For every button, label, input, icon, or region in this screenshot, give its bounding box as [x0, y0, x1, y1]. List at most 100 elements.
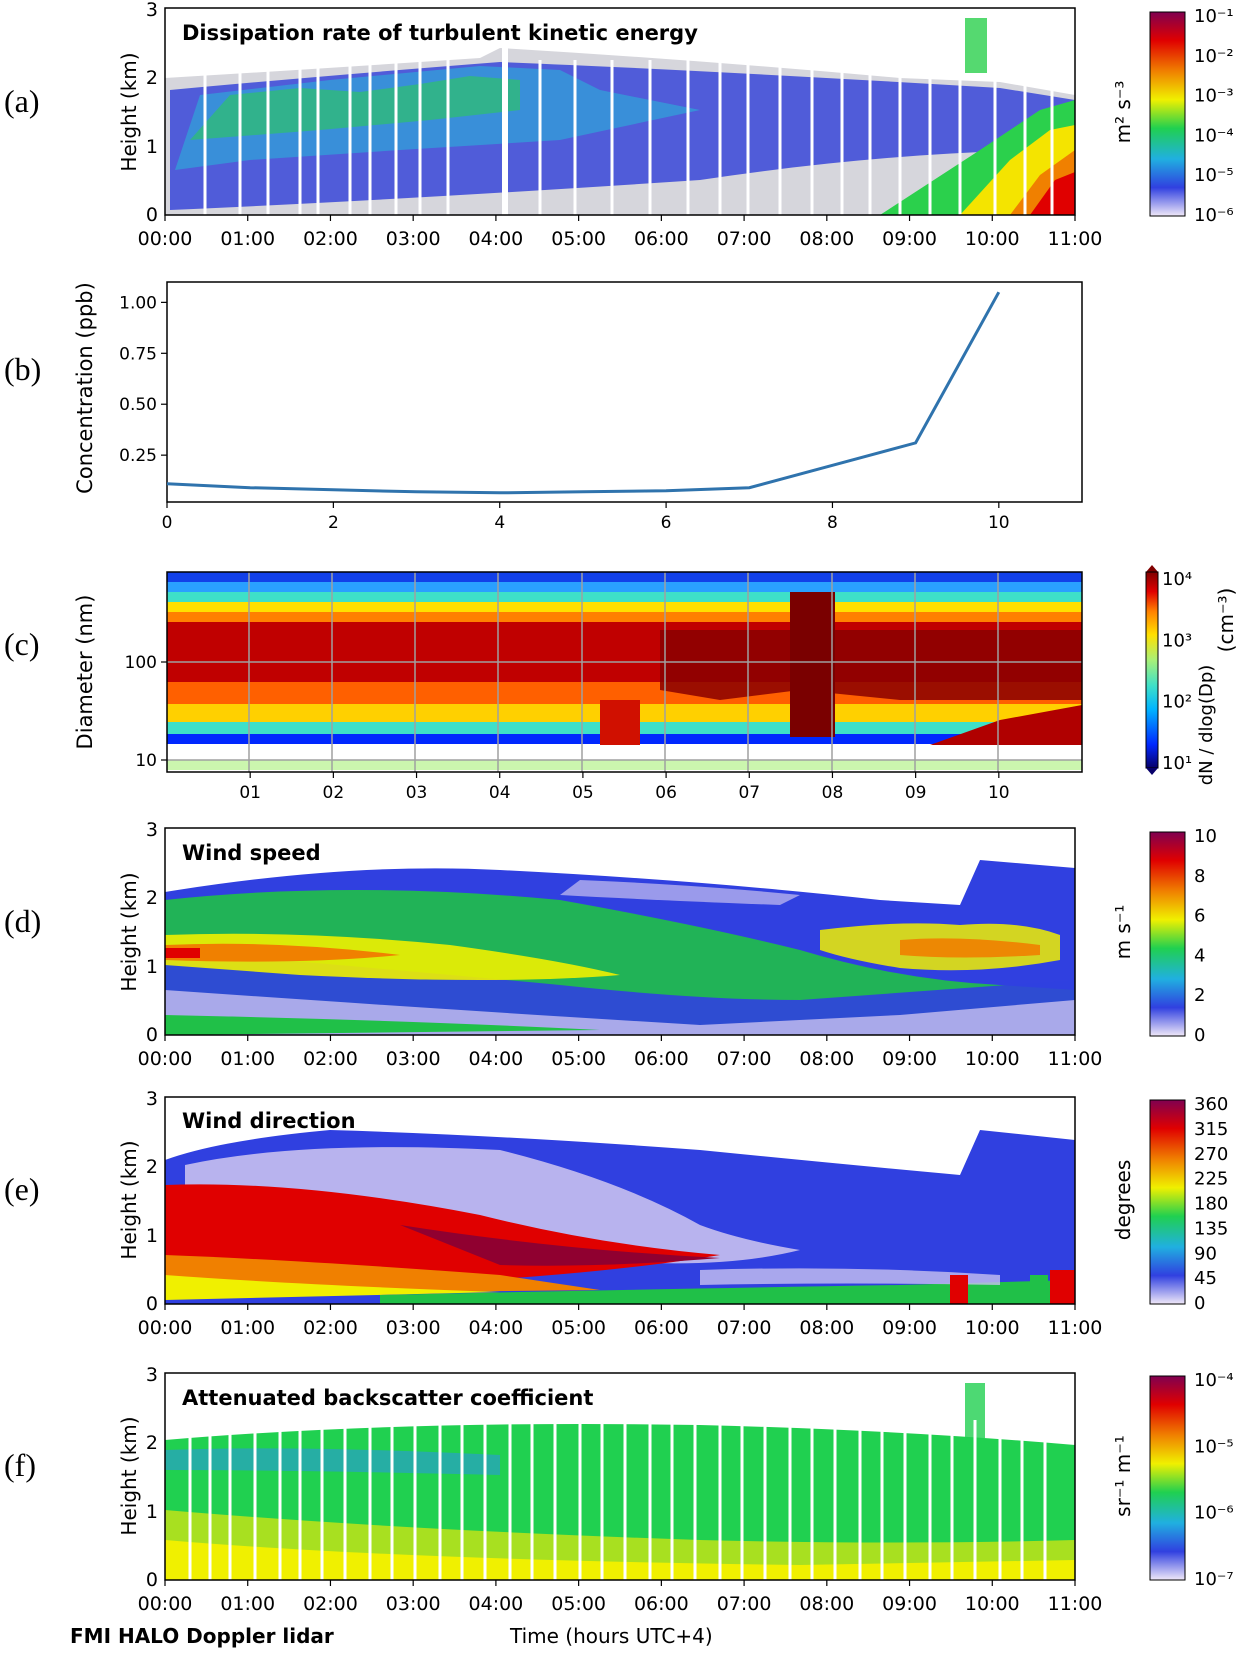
colorbar-unit: m s⁻¹	[1111, 905, 1135, 960]
colorbar-tick-label: 45	[1194, 1268, 1217, 1289]
x-tick-label: 0	[162, 513, 173, 533]
colorbar: 360 315 270 225 180 135 90 45 0 degrees	[1111, 1094, 1228, 1314]
colorbar-tick-label: 10⁻⁵	[1194, 165, 1234, 186]
colorbar-tick-label: 10⁻¹	[1194, 6, 1234, 27]
panel-label: (f)	[4, 1447, 36, 1483]
colorbar-ticks: 10⁻¹ 10⁻² 10⁻³ 10⁻⁴ 10⁻⁵ 10⁻⁶	[1194, 6, 1234, 226]
x-tick-label: 08	[822, 783, 844, 803]
heatmap-area	[165, 8, 1075, 215]
x-tick-label: 06:00	[634, 228, 689, 250]
x-tick-label: 09:00	[882, 1317, 937, 1339]
x-tick-label: 4	[494, 513, 505, 533]
x-tick-label: 07:00	[717, 1593, 772, 1615]
panel-label: (b)	[4, 351, 41, 387]
footer-time-axis-label: Time (hours UTC+4)	[509, 1624, 713, 1648]
x-tick-label: 10	[988, 513, 1010, 533]
colorbar-tick-label: 10⁻⁶	[1194, 205, 1234, 226]
x-tick-label: 05	[572, 783, 594, 803]
colorbar-ticks: 10⁻⁴ 10⁻⁵ 10⁻⁶ 10⁻⁷	[1194, 1370, 1234, 1590]
colorbar-tick-label: 10⁻²	[1194, 46, 1234, 67]
x-tick-label: 01:00	[220, 1048, 275, 1070]
x-tick-label: 06:00	[634, 1593, 689, 1615]
colorbar-tick-label: 10⁻⁶	[1194, 1503, 1234, 1524]
x-tick-label: 01:00	[220, 228, 275, 250]
heatmap-area	[165, 828, 1075, 1035]
y-tick-label: 0.75	[119, 344, 157, 364]
x-tick-label: 03:00	[386, 1048, 441, 1070]
x-tick-label: 01:00	[220, 1593, 275, 1615]
y-tick-label: 0.50	[119, 395, 157, 415]
x-tick-label: 05:00	[551, 1048, 606, 1070]
colorbar-unit: degrees	[1111, 1160, 1135, 1241]
gap-stripes	[203, 40, 1054, 215]
x-tick-label: 8	[827, 513, 838, 533]
colorbar: 10⁴ 10³ 10² 10¹ (cm⁻³) dN / dlog(Dp)	[1145, 565, 1238, 785]
x-tick-label: 06:00	[634, 1317, 689, 1339]
colorbar-tick-label: 10⁻⁵	[1194, 1436, 1234, 1457]
plot-frame	[164, 7, 1076, 216]
y-tick-label: 1	[146, 956, 158, 978]
plot-frame	[164, 1372, 1076, 1581]
y-tick-label: 0	[146, 1293, 158, 1315]
y-axis-label: Height (km)	[117, 52, 141, 171]
x-tick-label: 08:00	[799, 1048, 854, 1070]
y-tick-label: 2	[146, 887, 158, 909]
x-tick-label: 04:00	[469, 228, 524, 250]
colorbar-tick-label: 180	[1194, 1194, 1228, 1215]
x-tick-label: 11:00	[1048, 1048, 1103, 1070]
y-tick-label: 1	[146, 1501, 158, 1523]
colorbar-tick-label: 135	[1194, 1218, 1228, 1239]
x-tick-label: 10	[988, 783, 1010, 803]
x-tick-label: 09:00	[882, 1048, 937, 1070]
y-tick-label: 0	[146, 204, 158, 226]
x-tick-label: 05:00	[551, 1593, 606, 1615]
x-tick-label: 08:00	[799, 1593, 854, 1615]
colorbar-tick-label: 270	[1194, 1144, 1228, 1165]
panel-d: (d) Wind speed Height (km) 0 1 2 3 00:00…	[4, 819, 1217, 1070]
y-ticks: 0 1 2 3	[146, 1364, 158, 1591]
x-tick-label: 6	[661, 513, 672, 533]
x-tick-label: 08:00	[799, 228, 854, 250]
x-tick-label: 00:00	[138, 1048, 193, 1070]
x-tick-label: 04	[489, 783, 511, 803]
colorbar-ticks: 10 8 6 4 2 0	[1194, 826, 1217, 1046]
y-tick-label: 2	[146, 1156, 158, 1178]
x-tick-label: 03:00	[386, 1317, 441, 1339]
panel-a: (a)	[4, 0, 1234, 250]
panel-title: Dissipation rate of turbulent kinetic en…	[182, 21, 698, 45]
panel-title: Wind speed	[182, 841, 321, 865]
x-tick-label: 07:00	[717, 1048, 772, 1070]
y-tick-label: 3	[146, 819, 158, 841]
y-tick-label: 2	[146, 67, 158, 89]
x-ticks: 00:00 01:00 02:00 03:00 04:00 05:00 06:00 07:00…	[138, 1304, 1102, 1339]
x-tick-label: 00:00	[138, 1593, 193, 1615]
y-tick-label: 1.00	[119, 293, 157, 313]
plot-frame	[166, 281, 1083, 503]
y-axis-label: Height (km)	[117, 1140, 141, 1259]
colorbar-tick-label: 4	[1194, 945, 1205, 966]
y-ticks: 0 1 2 3	[146, 0, 158, 226]
axis-ticks: 0 2 4 6 8 10 0.25 0.50 0.75 1.00	[119, 293, 1009, 533]
colorbar-tick-label: 225	[1194, 1169, 1228, 1190]
x-tick-label: 09:00	[882, 1593, 937, 1615]
panel-label: (d)	[4, 903, 41, 939]
y-axis-label: Height (km)	[117, 1416, 141, 1535]
heatmap-area	[167, 572, 1082, 772]
x-tick-label: 09	[905, 783, 927, 803]
plot-frame	[166, 571, 1083, 773]
panel-label: (a)	[4, 83, 40, 119]
colorbar-tick-label: 10²	[1162, 692, 1192, 713]
plot-frame	[164, 827, 1076, 1036]
x-tick-label: 07:00	[717, 228, 772, 250]
footer-instrument-label: FMI HALO Doppler lidar	[70, 1624, 334, 1648]
x-tick-label: 08:00	[799, 1317, 854, 1339]
y-tick-label: 3	[146, 1364, 158, 1386]
panel-f: (f)	[4, 1364, 1234, 1615]
x-tick-label: 02:00	[303, 228, 358, 250]
x-tick-label: 04:00	[469, 1048, 524, 1070]
x-tick-label: 11:00	[1048, 1593, 1103, 1615]
colorbar-tick-label: 90	[1194, 1243, 1217, 1264]
colorbar-tick-label: 0	[1194, 1293, 1205, 1314]
colorbar: 10⁻¹ 10⁻² 10⁻³ 10⁻⁴ 10⁻⁵ 10⁻⁶ m² s⁻³	[1111, 6, 1234, 226]
panel-b: (b) Concentration (ppb) 0 2 4 6 8 100.250.500…	[4, 281, 1083, 533]
